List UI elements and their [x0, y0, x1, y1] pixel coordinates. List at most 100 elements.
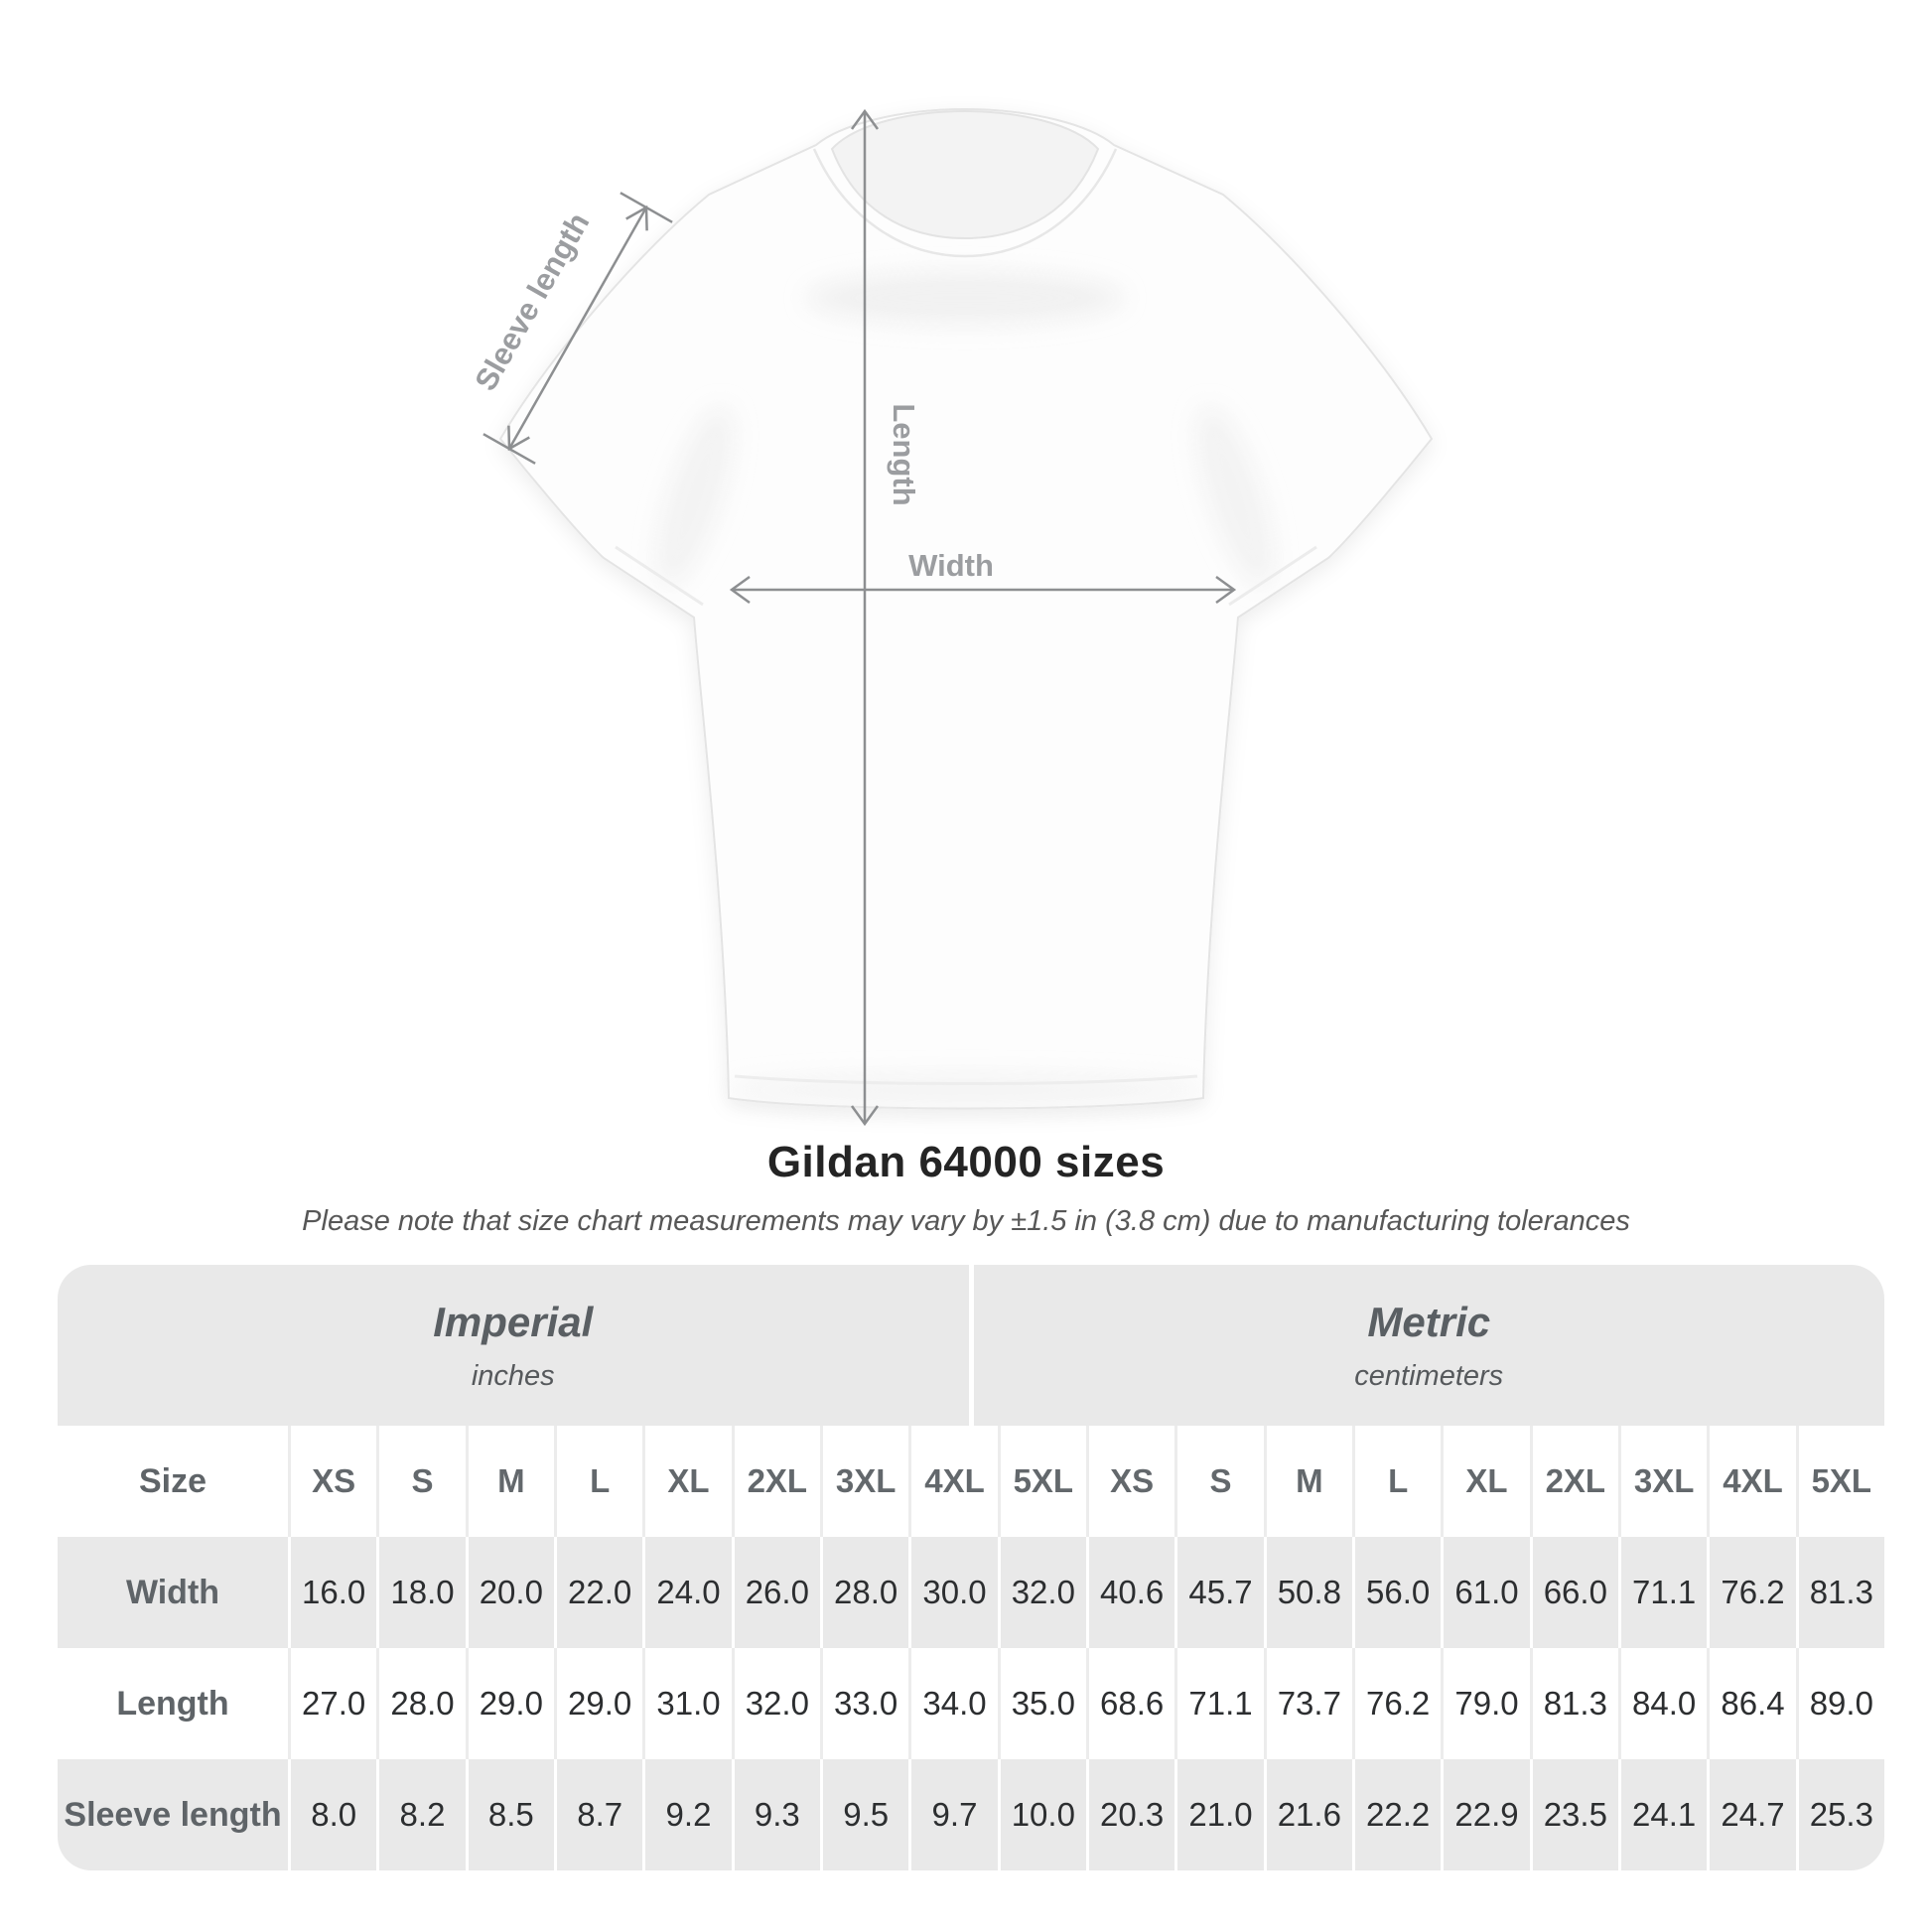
metric-unit-label: centimeters: [1354, 1359, 1504, 1392]
measurement-value-cell: 24.1: [1621, 1759, 1708, 1870]
measurement-value-cell: 9.7: [911, 1759, 998, 1870]
measurement-value-cell: 16.0: [291, 1537, 377, 1648]
size-header-cell: XS: [291, 1426, 377, 1537]
measurement-value-cell: 33.0: [823, 1648, 909, 1759]
size-header-cell: 4XL: [1710, 1426, 1796, 1537]
size-header-cell: L: [1355, 1426, 1442, 1537]
measurement-value-cell: 9.3: [734, 1759, 820, 1870]
row-label-cell: Length: [58, 1648, 288, 1759]
collar: [830, 109, 1100, 240]
measurement-value-cell: 61.0: [1444, 1537, 1530, 1648]
measurement-value-cell: 27.0: [291, 1648, 377, 1759]
measurement-value-cell: 32.0: [734, 1648, 820, 1759]
measurement-value-cell: 8.5: [468, 1759, 554, 1870]
tolerance-note: Please note that size chart measurements…: [302, 1205, 1630, 1237]
row-label-cell: Width: [58, 1537, 288, 1648]
sleeve-length-arrow: [483, 192, 673, 465]
measurement-value-cell: 20.3: [1089, 1759, 1175, 1870]
measurement-value-cell: 81.3: [1798, 1537, 1884, 1648]
size-header-row: Size XS S M L XL 2XL 3XL 4XL 5XL XS S M L XL 2XL 3XL 4XL 5…: [58, 1426, 1884, 1537]
unit-section-header-row: Imperial inches Metric centimeters: [58, 1265, 1884, 1426]
measurement-value-cell: 22.2: [1355, 1759, 1442, 1870]
measurement-value-cell: 76.2: [1710, 1537, 1796, 1648]
measurement-row-width: Width 16.0 18.0 20.0 22.0 24.0 26.0 28.0 30.0 32.…: [58, 1537, 1884, 1648]
measurement-value-cell: 29.0: [468, 1648, 554, 1759]
measurement-value-cell: 56.0: [1355, 1537, 1442, 1648]
size-chart-table: Imperial inches Metric centimeters Size X…: [58, 1265, 1884, 1870]
measurement-value-cell: 32.0: [1000, 1537, 1086, 1648]
measurement-value-cell: 66.0: [1532, 1537, 1618, 1648]
measurement-value-cell: 31.0: [645, 1648, 732, 1759]
size-header-cell: 3XL: [1621, 1426, 1708, 1537]
length-arrow: [850, 108, 880, 1127]
measurement-value-cell: 8.2: [379, 1759, 466, 1870]
measurement-value-cell: 71.1: [1621, 1537, 1708, 1648]
tshirt-measurement-diagram: Sleeve length Length Width: [468, 107, 1434, 1127]
size-header-cell: M: [1266, 1426, 1352, 1537]
measurement-value-cell: 45.7: [1177, 1537, 1264, 1648]
measurement-value-cell: 22.0: [557, 1537, 643, 1648]
tshirt-photo: [498, 107, 1434, 1110]
measurement-value-cell: 23.5: [1532, 1759, 1618, 1870]
length-label: Length: [887, 403, 921, 505]
measurement-row-length: Length 27.0 28.0 29.0 29.0 31.0 32.0 33.0 34.0 35…: [58, 1648, 1884, 1759]
measurement-value-cell: 21.0: [1177, 1759, 1264, 1870]
size-header-cell: 5XL: [1000, 1426, 1086, 1537]
bottom-hem-seam: [734, 1074, 1198, 1085]
collar-seam: [812, 148, 1118, 258]
measurement-value-cell: 73.7: [1266, 1648, 1352, 1759]
size-header-cell: 3XL: [823, 1426, 909, 1537]
size-header-cell: XS: [1089, 1426, 1175, 1537]
measurement-value-cell: 24.7: [1710, 1759, 1796, 1870]
measurement-value-cell: 71.1: [1177, 1648, 1264, 1759]
measurement-value-cell: 9.5: [823, 1759, 909, 1870]
measurement-value-cell: 79.0: [1444, 1648, 1530, 1759]
metric-label: Metric: [1367, 1298, 1491, 1345]
measurement-value-cell: 18.0: [379, 1537, 466, 1648]
width-label: Width: [908, 548, 994, 583]
measurement-value-cell: 40.6: [1089, 1537, 1175, 1648]
measurement-value-cell: 76.2: [1355, 1648, 1442, 1759]
page-title: Gildan 64000 sizes: [766, 1138, 1166, 1186]
measurement-value-cell: 25.3: [1798, 1759, 1884, 1870]
size-header-cell: S: [1177, 1426, 1264, 1537]
size-header-cell: S: [379, 1426, 466, 1537]
measurement-value-cell: 29.0: [557, 1648, 643, 1759]
tshirt-diagram-svg: Sleeve length Length Width: [468, 107, 1434, 1127]
size-header-cell: XL: [1444, 1426, 1530, 1537]
measurement-value-cell: 28.0: [379, 1648, 466, 1759]
measurement-value-cell: 81.3: [1532, 1648, 1618, 1759]
size-header-cell: 4XL: [911, 1426, 998, 1537]
measurement-value-cell: 86.4: [1710, 1648, 1796, 1759]
measurement-value-cell: 8.0: [291, 1759, 377, 1870]
size-header-cell: 2XL: [1532, 1426, 1618, 1537]
size-column-header: Size: [58, 1426, 288, 1537]
size-header-cell: 2XL: [734, 1426, 820, 1537]
right-sleeve-seam: [1228, 545, 1317, 607]
measurement-value-cell: 68.6: [1089, 1648, 1175, 1759]
imperial-label: Imperial: [433, 1298, 594, 1345]
measurement-value-cell: 28.0: [823, 1537, 909, 1648]
left-sleeve-seam: [615, 545, 704, 607]
measurement-value-cell: 24.0: [645, 1537, 732, 1648]
measurement-value-cell: 35.0: [1000, 1648, 1086, 1759]
imperial-unit-label: inches: [471, 1359, 555, 1392]
row-label-cell: Sleeve length: [58, 1759, 288, 1870]
size-header-cell: 5XL: [1798, 1426, 1884, 1537]
measurement-value-cell: 9.2: [645, 1759, 732, 1870]
measurement-value-cell: 89.0: [1798, 1648, 1884, 1759]
metric-section-header: Metric centimeters: [973, 1265, 1884, 1426]
size-header-cell: L: [557, 1426, 643, 1537]
measurement-row-sleeve-length: Sleeve length 8.0 8.2 8.5 8.7 9.2 9.3 9.5 9.7 10.…: [58, 1759, 1884, 1870]
imperial-section-header: Imperial inches: [58, 1265, 969, 1426]
measurement-value-cell: 10.0: [1000, 1759, 1086, 1870]
measurement-value-cell: 22.9: [1444, 1759, 1530, 1870]
measurement-value-cell: 21.6: [1266, 1759, 1352, 1870]
measurement-value-cell: 26.0: [734, 1537, 820, 1648]
measurement-value-cell: 20.0: [468, 1537, 554, 1648]
size-header-cell: XL: [645, 1426, 732, 1537]
size-header-cell: M: [468, 1426, 554, 1537]
measurement-value-cell: 8.7: [557, 1759, 643, 1870]
measurement-value-cell: 50.8: [1266, 1537, 1352, 1648]
measurement-value-cell: 84.0: [1621, 1648, 1708, 1759]
